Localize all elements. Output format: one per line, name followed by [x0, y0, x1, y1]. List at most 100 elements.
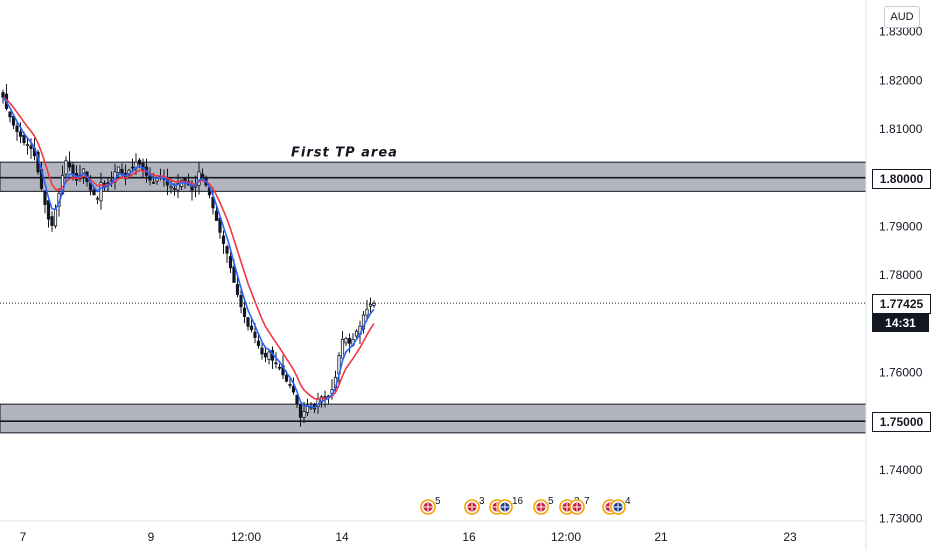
- price-tick-label: 1.78000: [879, 268, 923, 282]
- candle-body: [22, 134, 26, 144]
- candle-body: [372, 302, 376, 306]
- candle-body: [225, 246, 229, 254]
- candle-body: [235, 284, 240, 295]
- event-count: 7: [584, 496, 590, 507]
- candle-body: [242, 307, 247, 317]
- time-axis[interactable]: 7 9 12:00 14 16 12:00 21 23: [20, 530, 797, 544]
- currency-button[interactable]: AUD: [884, 6, 920, 28]
- candle-body: [305, 406, 310, 413]
- candle-body: [176, 183, 180, 191]
- price-tick-label: 1.81000: [879, 122, 923, 136]
- candle-body: [291, 385, 296, 393]
- candle-body: [8, 111, 12, 118]
- candle-body: [25, 144, 30, 147]
- candle-body: [67, 161, 72, 168]
- candle-body: [15, 125, 19, 132]
- time-tick-label: 21: [654, 530, 668, 544]
- candle-body: [99, 182, 103, 202]
- price-tick-label: 1.83000: [879, 25, 923, 39]
- candle-body: [64, 160, 68, 175]
- candle-body: [1, 92, 5, 98]
- price-tick-label: 1.82000: [879, 73, 923, 87]
- event-count: 5: [548, 496, 554, 507]
- candle-body: [249, 325, 254, 331]
- event-count: 4: [625, 496, 631, 507]
- candle-body: [274, 362, 278, 365]
- candle-body: [228, 256, 233, 269]
- candle-body: [43, 190, 47, 205]
- event-marker-6[interactable]: 7: [569, 496, 590, 515]
- candle-body: [120, 168, 124, 175]
- annotation-first-tp: First TP area: [291, 145, 398, 160]
- candle-body: [232, 266, 236, 283]
- candles-layer: [1, 84, 376, 427]
- candle-body: [263, 352, 268, 358]
- candle-body: [288, 384, 292, 386]
- time-tick-label: 9: [148, 530, 155, 544]
- candle-body: [347, 338, 352, 344]
- candle-body: [46, 200, 51, 220]
- candle-body: [95, 197, 100, 200]
- candle-body: [277, 366, 282, 369]
- event-marker-1[interactable]: 5: [420, 496, 441, 515]
- price-tick-label: 1.76000: [879, 365, 923, 379]
- current-price-label: 1.77425: [872, 294, 931, 315]
- support-resistance-zone-2: [0, 403, 867, 434]
- candle-body: [155, 178, 159, 182]
- candle-body: [106, 182, 110, 184]
- candle-body: [267, 351, 271, 361]
- candle-body: [116, 166, 121, 173]
- candle-body: [53, 208, 58, 227]
- candle-body: [29, 145, 33, 149]
- candle-body: [298, 404, 303, 418]
- ma-layer: [2, 96, 375, 409]
- candle-body: [50, 216, 54, 226]
- candle-body: [260, 347, 264, 355]
- candle-body: [130, 166, 135, 169]
- candle-body: [214, 210, 219, 221]
- event-marker-3[interactable]: 16: [489, 496, 524, 515]
- candle-body: [200, 173, 205, 178]
- time-tick-label: 12:00: [231, 530, 261, 544]
- candle-body: [365, 308, 369, 316]
- candle-body: [151, 181, 156, 184]
- time-tick-label: 12:00: [551, 530, 581, 544]
- candle-body: [239, 295, 243, 308]
- candle-body: [302, 411, 306, 418]
- candle-body: [361, 314, 366, 330]
- event-marker-7[interactable]: 4: [602, 496, 631, 515]
- zones-layer: [0, 161, 867, 434]
- event-count: 5: [435, 496, 441, 507]
- candle-body: [137, 159, 142, 165]
- event-count: 16: [512, 496, 524, 507]
- time-tick-label: 14: [335, 530, 349, 544]
- candle-body: [284, 375, 289, 382]
- candle-body: [221, 235, 226, 244]
- moving-average-slow: [2, 96, 375, 400]
- price-label-zone-2: 1.75000: [872, 412, 931, 433]
- moving-average-fast: [2, 96, 375, 409]
- price-tick-label: 1.79000: [879, 219, 923, 233]
- candle-body: [354, 330, 359, 337]
- candle-body: [71, 164, 75, 175]
- economic-events[interactable]: 53165274: [420, 496, 631, 515]
- event-count: 3: [479, 496, 485, 507]
- price-tick-label: 1.74000: [879, 463, 923, 477]
- candle-body: [344, 338, 348, 344]
- time-tick-label: 23: [783, 530, 797, 544]
- event-marker-4[interactable]: 5: [533, 496, 554, 515]
- price-axis[interactable]: 1.83000 1.82000 1.81000 1.79000 1.78000 1.760…: [879, 25, 923, 526]
- candle-body: [295, 394, 299, 405]
- time-tick-label: 7: [20, 530, 27, 544]
- candle-body: [92, 189, 96, 196]
- time-tick-label: 16: [462, 530, 476, 544]
- candle-body: [256, 340, 261, 347]
- candle-body: [340, 338, 345, 359]
- candle-body: [197, 171, 201, 186]
- candle-body: [246, 317, 250, 327]
- candle-body: [253, 331, 257, 338]
- event-marker-2[interactable]: 3: [464, 496, 485, 515]
- candle-body: [172, 188, 177, 190]
- candle-body: [18, 131, 23, 137]
